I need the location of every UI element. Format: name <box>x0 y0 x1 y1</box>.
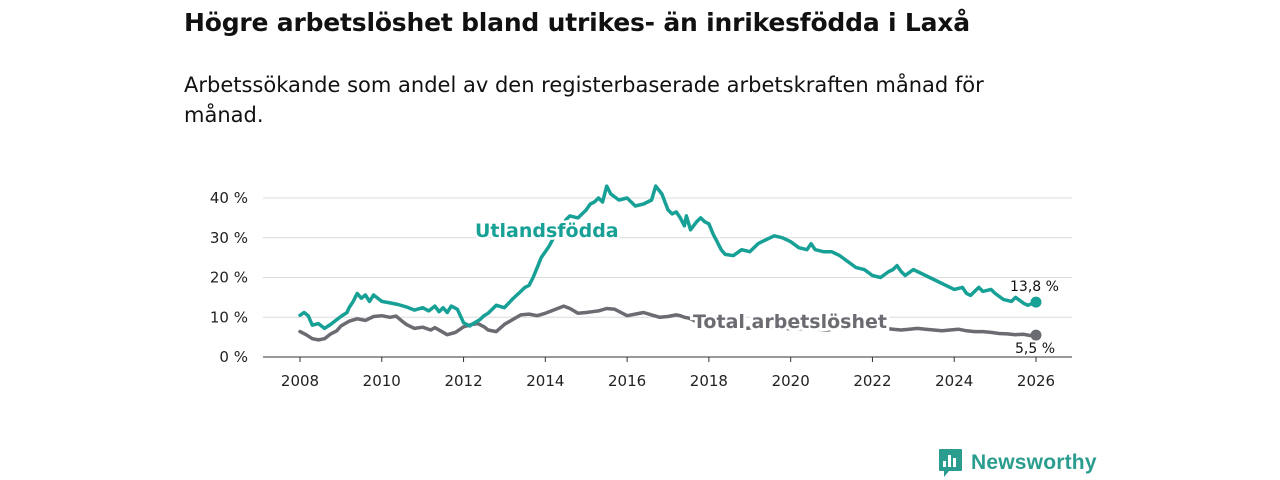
x-tick-label: 2012 <box>444 372 482 390</box>
end-value-utlandsfodda: 13,8 % <box>1010 279 1059 295</box>
y-tick-label: 20 % <box>210 269 248 287</box>
x-tick-label: 2024 <box>935 372 973 390</box>
end-point-total <box>1030 329 1042 341</box>
end-point-utlandsfodda <box>1030 296 1042 308</box>
x-tick-label: 2026 <box>1017 372 1055 390</box>
series-labels: Utlandsfödda Total arbetslöshet 13,8 % 5,5 … <box>473 218 1061 360</box>
series-line-total <box>298 304 1038 342</box>
x-tick-label: 2018 <box>690 372 728 390</box>
chart-title: Högre arbetslöshet bland utrikes- än inr… <box>184 8 970 37</box>
x-tick-label: 2020 <box>772 372 810 390</box>
axes: 0 % 10 % 20 % 30 % 40 % 2008 2010 2012 2014 2016 2… <box>210 189 1072 390</box>
gridlines <box>263 197 1072 318</box>
x-tick-label: 2014 <box>526 372 564 390</box>
x-tick-label: 2010 <box>363 372 401 390</box>
series-lines <box>298 184 1042 342</box>
bar-chart-logo-icon <box>939 449 962 477</box>
end-value-total: 5,5 % <box>1015 341 1055 357</box>
series-line-utlandsfodda <box>298 184 1038 331</box>
y-tick-label: 40 % <box>210 189 248 207</box>
x-tick-label: 2022 <box>853 372 891 390</box>
y-tick-label: 30 % <box>210 229 248 247</box>
series-label-total: Total arbetslöshet <box>693 311 887 333</box>
chart-subtitle: Arbetssökande som andel av den registerb… <box>184 73 984 127</box>
y-tick-label: 0 % <box>219 348 248 366</box>
y-tick-label: 10 % <box>210 308 248 326</box>
brand-logo: Newsworthy <box>938 448 1097 478</box>
x-tick-label: 2008 <box>281 372 319 390</box>
brand-name: Newsworthy <box>971 451 1097 474</box>
x-tick-label: 2016 <box>608 372 646 390</box>
series-label-utlandsfodda: Utlandsfödda <box>475 220 619 242</box>
